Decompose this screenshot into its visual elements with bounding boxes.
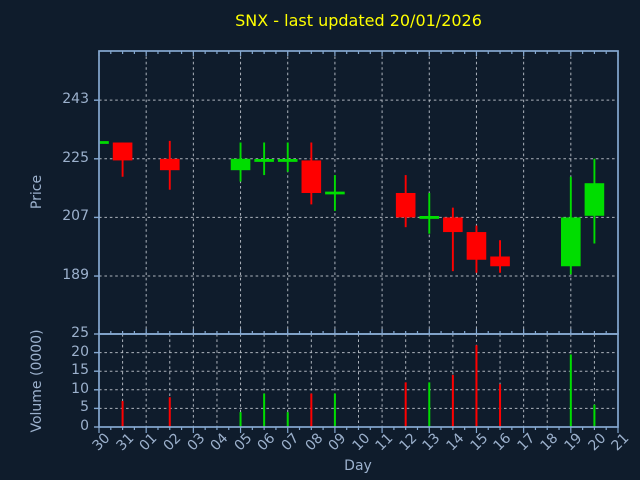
price-axis-label: Price bbox=[29, 174, 45, 210]
day-axis-label: Day bbox=[344, 458, 372, 474]
volume-tick-label: 5 bbox=[80, 399, 89, 416]
chart-title: SNX - last updated 20/01/2026 bbox=[235, 11, 482, 30]
volume-tick-label: 0 bbox=[80, 418, 89, 434]
price-tick-label: 189 bbox=[62, 267, 89, 284]
volume-axis-label: Volume (0000) bbox=[29, 329, 45, 433]
volume-tick-label: 25 bbox=[71, 325, 89, 341]
price-tick-label: 243 bbox=[62, 91, 89, 108]
price-tick-label: 225 bbox=[62, 149, 89, 166]
price-tick-label: 207 bbox=[62, 208, 89, 225]
volume-tick-label: 15 bbox=[71, 362, 89, 379]
volume-tick-label: 20 bbox=[71, 343, 89, 360]
volume-tick-label: 10 bbox=[71, 380, 89, 397]
